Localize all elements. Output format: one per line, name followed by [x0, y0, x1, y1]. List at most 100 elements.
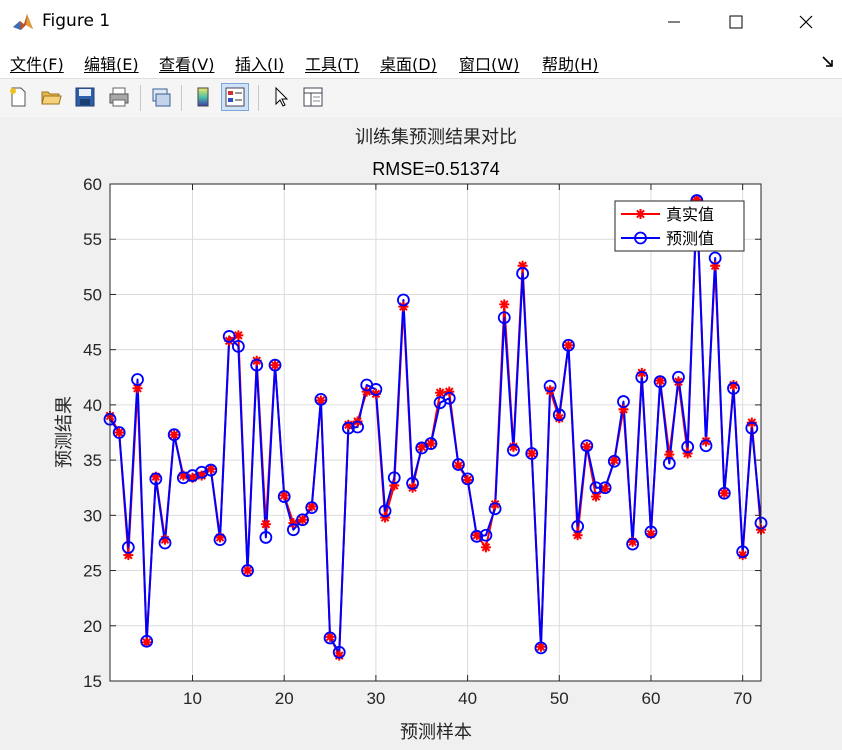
save-button[interactable] — [71, 83, 99, 111]
pred-point — [121, 540, 135, 554]
pred-series-line — [109, 199, 762, 654]
window-title: Figure 1 — [42, 11, 111, 31]
minimize-button[interactable] — [650, 0, 698, 44]
pred-point — [626, 537, 640, 551]
true-point — [425, 438, 436, 449]
true-point — [416, 441, 427, 452]
link-plot-icon — [152, 88, 171, 107]
close-button[interactable] — [782, 0, 830, 44]
pred-point — [617, 395, 630, 408]
pred-point — [543, 379, 557, 393]
pred-point — [745, 421, 759, 435]
pred-point — [314, 392, 328, 406]
y-tick-label: 40 — [83, 396, 102, 415]
true-point — [260, 519, 271, 530]
legend-pred-label: 预测值 — [666, 229, 714, 248]
pred-point — [351, 420, 364, 434]
menu-file[interactable]: 文件(F) — [10, 55, 64, 74]
pred-point — [580, 439, 594, 453]
print-icon — [109, 87, 129, 107]
menu-desktop[interactable]: 桌面(D) — [380, 55, 437, 74]
pred-point — [681, 440, 695, 454]
new-figure-icon — [10, 87, 26, 107]
pred-point — [672, 370, 685, 384]
y-tick-label: 25 — [83, 562, 102, 581]
pred-point — [341, 421, 355, 435]
true-point — [563, 340, 574, 351]
pred-point — [222, 330, 236, 343]
print-button[interactable] — [105, 83, 133, 111]
pred-point — [635, 370, 649, 384]
edit-plot-icon — [275, 86, 289, 107]
menu-help[interactable]: 帮助(H) — [542, 55, 599, 74]
legend-icon — [225, 87, 245, 107]
x-tick-label: 40 — [458, 689, 477, 708]
open-file-button[interactable] — [37, 83, 65, 111]
pred-point — [507, 443, 520, 457]
pred-point — [250, 358, 264, 372]
pred-point — [699, 439, 713, 453]
colorbar-button[interactable] — [189, 83, 217, 111]
chart-subtitle: RMSE=0.51374 — [372, 159, 500, 179]
pred-point — [598, 481, 612, 495]
pred-point — [497, 311, 511, 325]
edit-plot-button[interactable] — [267, 83, 295, 111]
true-point — [581, 441, 592, 452]
close-icon — [799, 15, 813, 29]
menu-window[interactable]: 窗口(W) — [459, 55, 520, 74]
pred-point — [176, 471, 190, 485]
x-tick-label: 20 — [275, 689, 294, 708]
menu-edit[interactable]: 编辑(E) — [84, 55, 139, 74]
toolbar-separator — [258, 85, 259, 111]
pred-point — [516, 267, 530, 280]
pred-point — [479, 528, 493, 542]
pred-point — [149, 472, 163, 486]
legend[interactable]: 真实值 预测值 — [614, 200, 745, 252]
pred-point — [204, 463, 218, 477]
x-tick-label: 10 — [183, 689, 202, 708]
link-plot-button[interactable] — [147, 83, 175, 111]
true-point — [609, 455, 620, 466]
true-point — [480, 542, 491, 553]
pred-point — [268, 358, 282, 372]
y-tick-label: 30 — [83, 506, 102, 525]
y-tick-label: 60 — [83, 175, 102, 194]
true-point — [526, 448, 537, 459]
legend-button[interactable] — [221, 83, 249, 111]
pred-point — [717, 486, 731, 500]
y-tick-label: 20 — [83, 617, 102, 636]
dock-arrow-icon[interactable] — [822, 56, 834, 68]
true-point — [270, 360, 281, 371]
pred-point — [736, 545, 750, 559]
save-icon — [75, 87, 95, 107]
pred-point — [286, 523, 300, 537]
true-point — [132, 383, 143, 394]
y-axis-label: 预测结果 — [54, 396, 75, 468]
true-point — [242, 565, 253, 576]
pred-point — [424, 437, 438, 450]
property-inspector-button[interactable] — [299, 83, 327, 111]
legend-true-label: 真实值 — [666, 205, 714, 224]
true-point — [655, 375, 666, 386]
axes-frame — [109, 183, 762, 682]
grid — [110, 184, 761, 681]
pred-point — [323, 631, 337, 645]
x-tick-label: 60 — [642, 689, 661, 708]
menu-view[interactable]: 查看(V) — [159, 55, 215, 74]
pred-point — [195, 465, 209, 479]
pred-point — [562, 338, 575, 352]
pred-point — [296, 513, 309, 527]
pred-point — [589, 481, 603, 495]
true-point — [297, 514, 308, 525]
true-point — [169, 429, 180, 440]
new-figure-button[interactable] — [4, 83, 32, 111]
pred-point — [140, 634, 154, 648]
pred-point — [167, 428, 181, 442]
maximize-button[interactable] — [712, 0, 760, 44]
pred-point — [277, 490, 291, 503]
menu-tools[interactable]: 工具(T) — [305, 55, 360, 74]
x-tick-label: 30 — [366, 689, 385, 708]
open-file-icon — [41, 91, 62, 105]
menu-insert[interactable]: 插入(I) — [235, 55, 285, 74]
pred-point — [552, 408, 566, 422]
